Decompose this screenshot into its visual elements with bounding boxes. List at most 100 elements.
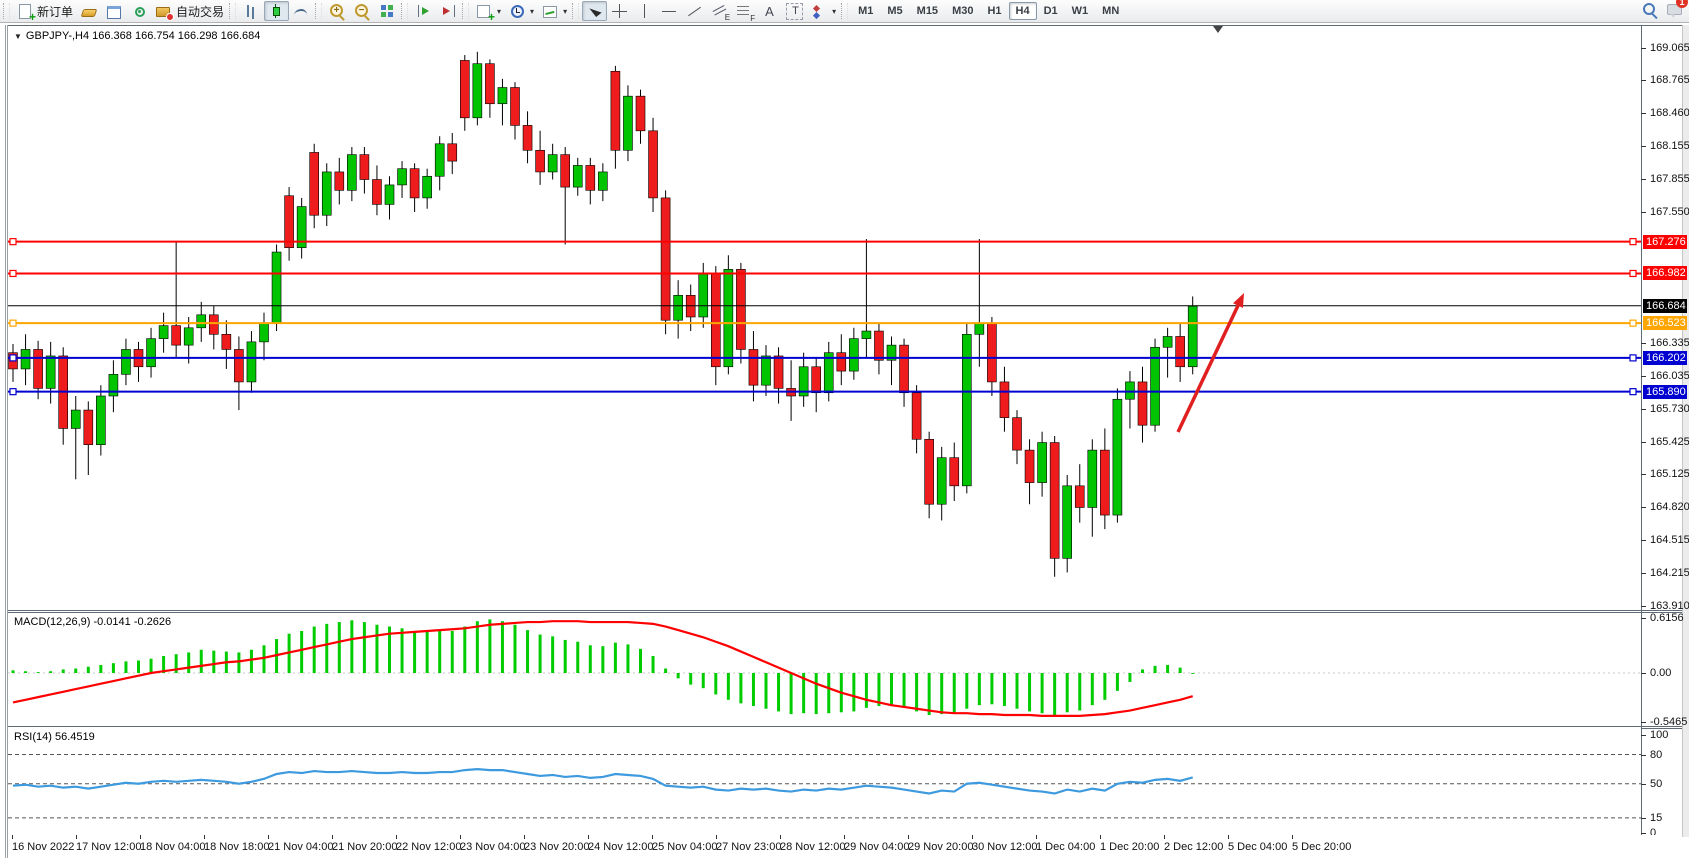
chevron-down-icon[interactable]: ▾: [530, 6, 535, 16]
candle: [472, 63, 483, 119]
horizontal-line-button[interactable]: [657, 1, 682, 21]
data-window-button[interactable]: [102, 1, 127, 21]
timeframe-m15-button[interactable]: M15: [916, 5, 939, 17]
price-axis-tick-mark: [1641, 605, 1646, 607]
price-axis-tick-mark: [1641, 540, 1646, 542]
chevron-down-icon[interactable]: ▾: [832, 6, 837, 16]
autotrade-icon: [156, 3, 175, 21]
symbol-dropdown-icon[interactable]: ▼: [14, 32, 22, 41]
candle: [1049, 442, 1060, 559]
crosshair-icon: [611, 3, 628, 20]
timeframe-m30-button[interactable]: M30: [952, 5, 974, 17]
line-handle[interactable]: [1629, 354, 1637, 362]
time-axis-label: 29 Nov 20:00: [908, 841, 974, 853]
toolbar-grip[interactable]: [841, 3, 849, 19]
chart-top-border: [8, 25, 1682, 26]
time-axis-tick-mark: [524, 835, 525, 839]
toolbar-grip[interactable]: [401, 3, 409, 19]
trend-arrow[interactable]: [1176, 293, 1244, 433]
price-axis-tick: 168.460: [1650, 107, 1689, 120]
tile-windows-button[interactable]: [375, 1, 400, 21]
trend-arrow-line[interactable]: [1176, 304, 1240, 433]
rsi-axis-tick-mark: [1641, 735, 1646, 736]
crosshair-button[interactable]: [607, 1, 632, 21]
line-handle[interactable]: [9, 388, 17, 396]
candle: [497, 87, 508, 105]
time-axis-label: 5 Dec 20:00: [1292, 841, 1352, 853]
indicators-button[interactable]: ▾: [472, 1, 505, 23]
toolbar-grip[interactable]: [462, 3, 470, 19]
price-pane[interactable]: [8, 27, 1641, 610]
macd-separator-top[interactable]: [8, 610, 1682, 611]
price-axis-tick: 166.035: [1650, 369, 1689, 382]
candle: [836, 352, 847, 372]
candle: [183, 327, 194, 346]
right-scroll-strip[interactable]: [1682, 25, 1689, 837]
toolbar-grip[interactable]: [229, 3, 237, 19]
line-handle[interactable]: [9, 354, 17, 362]
timeframe-w1-button[interactable]: W1: [1071, 5, 1089, 17]
rsi-axis-tick: 15: [1650, 811, 1663, 824]
macd-chart-svg: [8, 619, 1641, 717]
templates-button[interactable]: ▾: [538, 1, 571, 21]
price-axis-tick-mark: [1641, 441, 1646, 443]
cursor-button[interactable]: [582, 1, 608, 21]
candle: [196, 314, 207, 329]
new-order-icon: [17, 3, 36, 23]
signals-button[interactable]: [127, 1, 152, 21]
candle: [347, 154, 357, 191]
line-handle[interactable]: [9, 319, 17, 327]
text-label-button[interactable]: [782, 1, 807, 21]
timeframe-h1-button[interactable]: H1: [987, 5, 1002, 17]
periods-button[interactable]: ▾: [505, 1, 538, 21]
toolbar-grip[interactable]: [572, 3, 580, 19]
new-order-button[interactable]: 新订单: [13, 1, 77, 23]
trendline-button[interactable]: [682, 1, 707, 21]
timeframe-mn-button[interactable]: MN: [1102, 5, 1120, 17]
line-handle[interactable]: [1629, 238, 1637, 246]
fibonacci-button[interactable]: [732, 1, 757, 23]
rsi-separator-top[interactable]: [8, 726, 1682, 727]
symbol-header[interactable]: ▼ GBPJPY-,H4 166.368 166.754 166.298 166.…: [14, 30, 260, 42]
market-watch-button[interactable]: [77, 1, 102, 21]
line-chart-button[interactable]: [289, 1, 314, 21]
zoom-in-button[interactable]: [325, 1, 350, 21]
candle: [899, 344, 909, 394]
arrows-button[interactable]: ▾: [807, 1, 840, 21]
timeframe-m1-button[interactable]: M1: [858, 5, 874, 17]
notifications-icon[interactable]: 1: [1666, 0, 1688, 18]
macd-pane[interactable]: [8, 613, 1641, 726]
toolbar-grip[interactable]: [315, 3, 323, 19]
chart-shift-marker[interactable]: [1213, 26, 1223, 33]
chart-shift-button[interactable]: [436, 1, 461, 21]
time-axis[interactable]: 16 Nov 2022 17 Nov 12:00 18 Nov 04:00 18 No…: [8, 835, 1682, 858]
line-handle[interactable]: [1629, 319, 1637, 327]
auto-scroll-button[interactable]: [411, 1, 436, 21]
price-line-label-166.202: 166.202: [1643, 350, 1687, 365]
new-order-button-label: 新订单: [37, 4, 74, 19]
price-axis-tick-mark: [1641, 113, 1646, 115]
line-handle[interactable]: [1629, 269, 1637, 278]
chevron-down-icon[interactable]: ▾: [497, 6, 502, 16]
price-axis-tick: 163.910: [1650, 599, 1689, 612]
line-handle[interactable]: [1629, 388, 1637, 396]
bar-chart-button[interactable]: [239, 1, 264, 21]
line-handle[interactable]: [9, 238, 17, 246]
vertical-line-button[interactable]: [632, 1, 657, 21]
time-axis-tick-mark: [76, 835, 77, 839]
equidistant-channel-button[interactable]: [707, 1, 732, 22]
line-handle[interactable]: [9, 269, 17, 278]
candle: [773, 355, 784, 389]
chevron-down-icon[interactable]: ▾: [563, 6, 568, 16]
rsi-pane[interactable]: [8, 728, 1641, 834]
timeframe-h4-button[interactable]: H4: [1008, 2, 1037, 20]
auto-trading-button[interactable]: 自动交易: [152, 1, 228, 21]
candlestick-button[interactable]: [264, 1, 290, 21]
search-icon[interactable]: [1641, 1, 1658, 18]
line-chart-icon: [293, 3, 310, 20]
timeframe-d1-button[interactable]: D1: [1043, 5, 1058, 17]
text-button[interactable]: [757, 1, 782, 21]
zoom-out-button[interactable]: [350, 1, 375, 21]
timeframe-m5-button[interactable]: M5: [887, 5, 903, 17]
toolbar-grip[interactable]: [3, 3, 10, 19]
